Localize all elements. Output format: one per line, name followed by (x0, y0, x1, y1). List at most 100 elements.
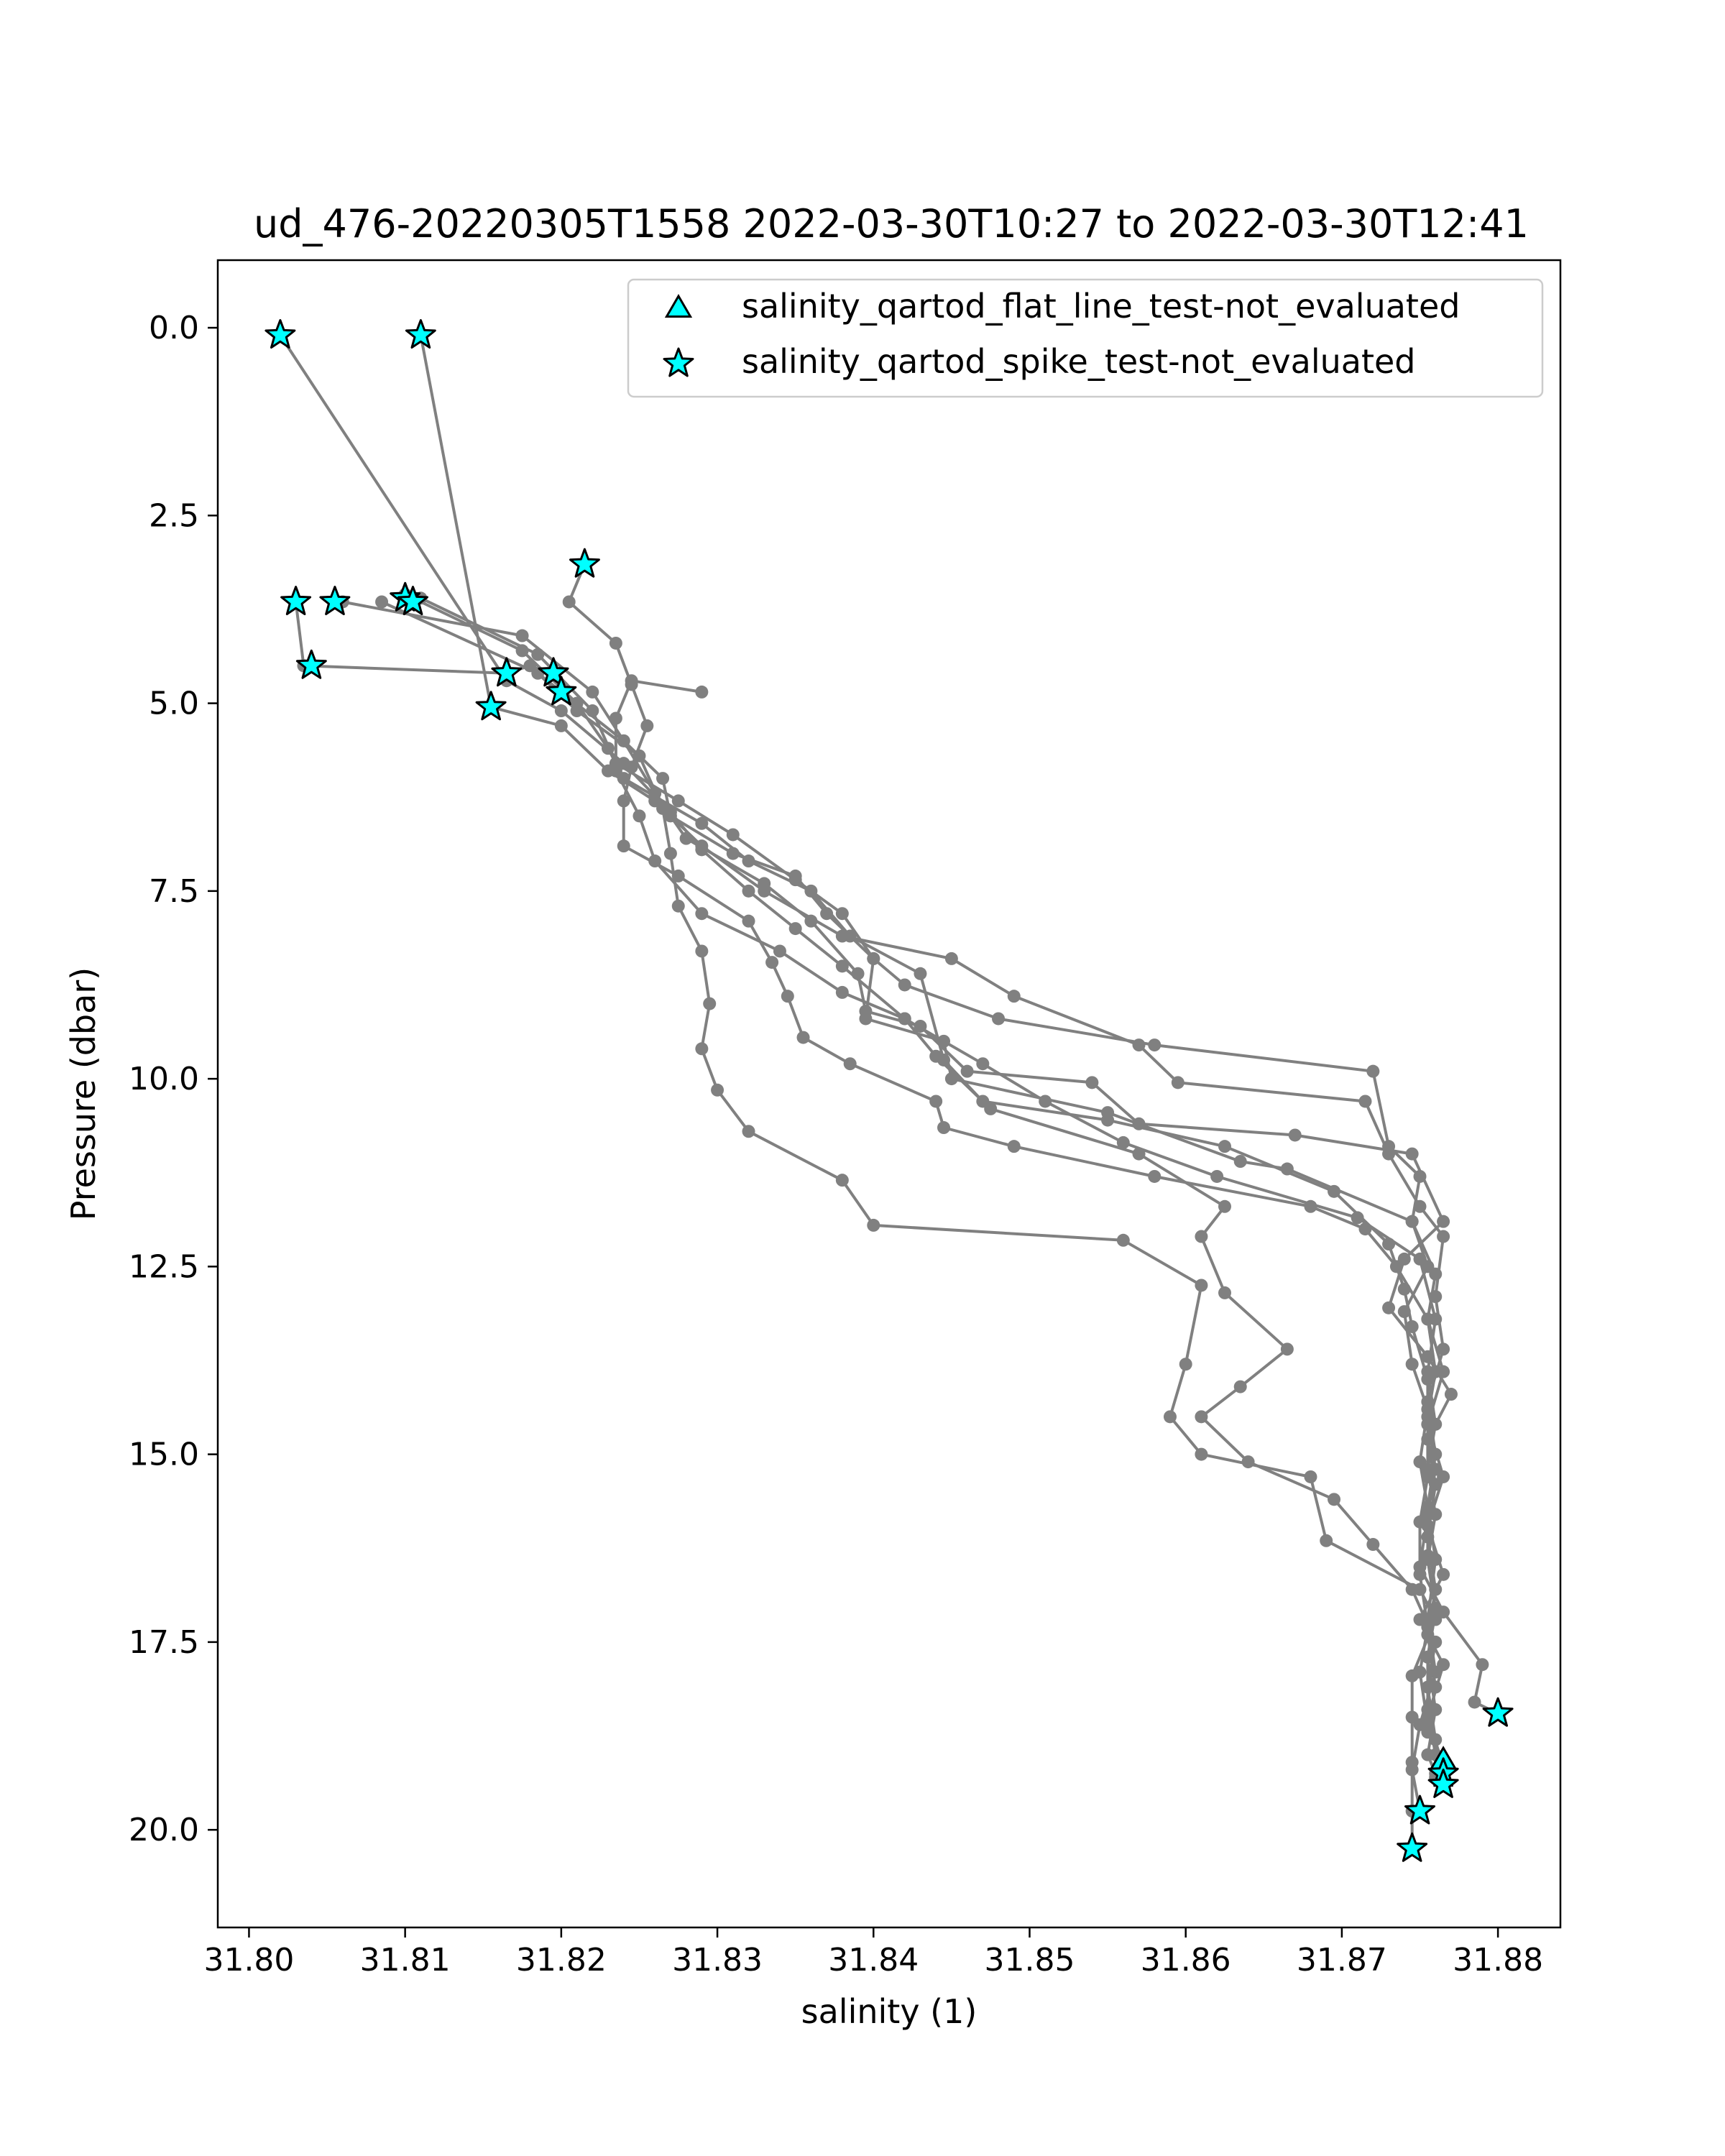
profile-point (1421, 1402, 1435, 1416)
profile-point (742, 1125, 755, 1138)
profile-point (1421, 1312, 1435, 1326)
profile-point (976, 1057, 990, 1071)
profile-point (1421, 1417, 1435, 1431)
profile-point (835, 959, 849, 973)
y-tick-label: 17.5 (129, 1624, 199, 1661)
profile-point (1421, 1519, 1435, 1532)
profile-point (1421, 1470, 1435, 1483)
profile-point (632, 749, 646, 763)
legend-star-shape (663, 347, 694, 377)
profile-point (1437, 1215, 1450, 1228)
spike-test-marker (295, 649, 327, 679)
profile-point (1320, 1534, 1333, 1547)
profile-point (1405, 1319, 1419, 1333)
y-tick-label: 5.0 (149, 686, 199, 722)
profile-point (835, 907, 849, 921)
profile-point (602, 742, 615, 755)
profile-point (1437, 1658, 1450, 1672)
profile-point (820, 907, 834, 921)
profile-line (381, 600, 1499, 1715)
profile-point (617, 794, 630, 808)
spike-test-marker (1397, 1832, 1428, 1862)
profile-point (1437, 1230, 1450, 1243)
y-axis: 0.0 2.5 5.0 7.5 10.0 12.5 15.0 17.5 20.0 (129, 310, 218, 1848)
profile-point (843, 929, 857, 943)
profile-point (570, 696, 584, 710)
profile-point (1413, 1665, 1427, 1679)
profile-point (1476, 1658, 1489, 1672)
profile-point (788, 922, 802, 936)
profile-point (835, 1174, 849, 1187)
profile-point (1328, 1184, 1341, 1198)
spike-test-marker (264, 319, 296, 349)
profile-point (1413, 1169, 1427, 1183)
profile-line (567, 563, 1445, 1766)
profile-point (1429, 1635, 1443, 1649)
profile-point (1116, 1233, 1130, 1247)
profile-point (586, 685, 599, 699)
profile-point (1389, 1260, 1403, 1273)
spike-test-marker (1404, 1795, 1435, 1825)
profile-point (695, 839, 709, 853)
profile-point (1218, 1286, 1231, 1299)
spike-test-marker (1482, 1697, 1514, 1727)
profile-point (1429, 1447, 1443, 1461)
profile-point (1437, 1470, 1450, 1483)
profile-point (1421, 1710, 1435, 1724)
profile-point (867, 952, 880, 965)
profile-point (984, 1102, 998, 1115)
profile-line (419, 335, 1445, 1812)
profile-point (515, 644, 529, 658)
profile-point (1358, 1095, 1372, 1108)
profile-point (1421, 1549, 1435, 1562)
y-tick-label: 0.0 (149, 310, 199, 346)
legend-triangle-shape (664, 294, 693, 318)
profile-point (1437, 1342, 1450, 1356)
profile-point (609, 711, 622, 725)
legend-triangle-marker (664, 294, 693, 318)
profile-point (1366, 1538, 1380, 1552)
profile-point (914, 1019, 927, 1033)
profile-point (703, 997, 717, 1010)
x-tick-label: 31.85 (985, 1942, 1075, 1978)
profile-point (929, 1049, 943, 1063)
profile-point (937, 1034, 951, 1048)
profile-point (1148, 1038, 1162, 1052)
spike-test-marker (475, 691, 507, 721)
spike-test-marker (1427, 1768, 1459, 1798)
profile-point (1195, 1410, 1208, 1424)
profile-point (1405, 1710, 1419, 1724)
profile-point (375, 595, 389, 609)
profile-point (944, 952, 958, 965)
profile-line (342, 600, 1453, 1764)
profile-point (1468, 1695, 1481, 1709)
profile-line (279, 334, 1438, 1774)
profile-point (1421, 1650, 1435, 1664)
x-tick-label: 31.83 (672, 1942, 763, 1978)
profile-point (695, 1042, 709, 1056)
profile-point (1421, 1373, 1435, 1386)
legend-label-spike: salinity_qartod_spike_test-not_evaluated (742, 342, 1415, 381)
profile-point (609, 764, 622, 778)
profile-point (679, 831, 693, 845)
spike-test-marker (569, 548, 600, 578)
profile-point (1233, 1380, 1247, 1393)
profile-point (1210, 1169, 1224, 1183)
profile-point (788, 873, 802, 887)
profile-point (804, 884, 818, 898)
profile-point (1304, 1470, 1317, 1483)
profile-point (992, 1012, 1006, 1026)
profile-point (1429, 1733, 1443, 1746)
profile-point (1218, 1199, 1231, 1213)
profile-point (1382, 1301, 1396, 1314)
profile-point (796, 1031, 810, 1044)
y-tick-label: 10.0 (129, 1061, 199, 1097)
plot-frame (216, 259, 1562, 1929)
y-tick-label: 12.5 (129, 1248, 199, 1285)
profile-point (1280, 1342, 1294, 1356)
profile-point (632, 809, 646, 823)
profile-point (851, 967, 865, 980)
profile-point (742, 884, 755, 898)
spike-test-marker (319, 586, 351, 615)
